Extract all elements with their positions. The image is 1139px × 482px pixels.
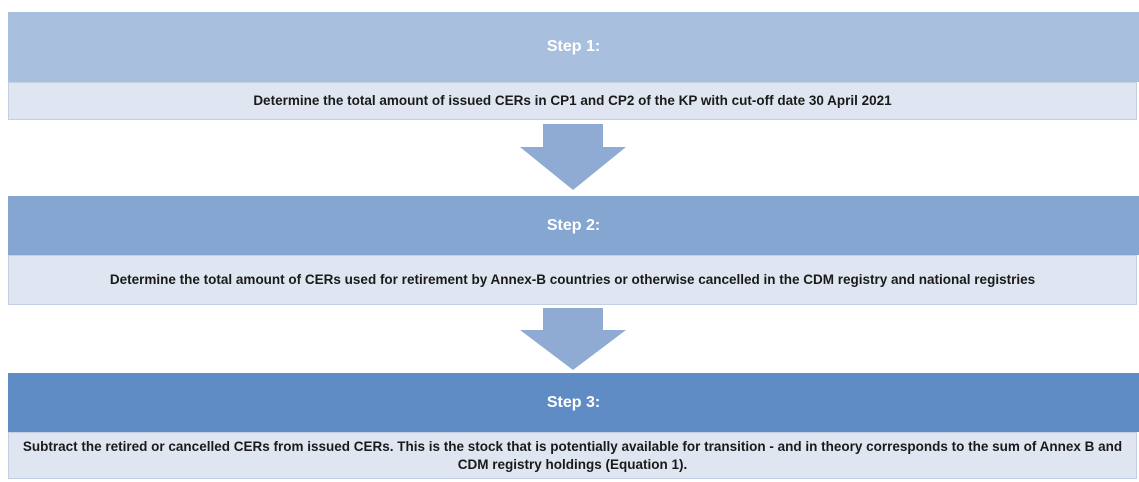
step-3-header: Step 3: [8,373,1139,432]
down-arrow [520,308,626,370]
step-2-body: Determine the total amount of CERs used … [8,255,1137,305]
step-title: Step 2: [546,216,601,234]
step-2-header: Step 2: [8,196,1139,255]
step-1-body: Determine the total amount of issued CER… [8,82,1137,120]
step-1-header: Step 1: [8,12,1139,82]
step-description: Determine the total amount of CERs used … [109,272,1036,287]
down-arrow [520,124,626,190]
step-title: Step 1: [546,38,601,55]
step-title: Step 3: [546,393,601,411]
step-3-body: Subtract the retired or cancelled CERs f… [8,432,1137,479]
step-description: Subtract the retired or cancelled CERs f… [22,438,1123,472]
step-description: Determine the total amount of issued CER… [253,93,892,108]
